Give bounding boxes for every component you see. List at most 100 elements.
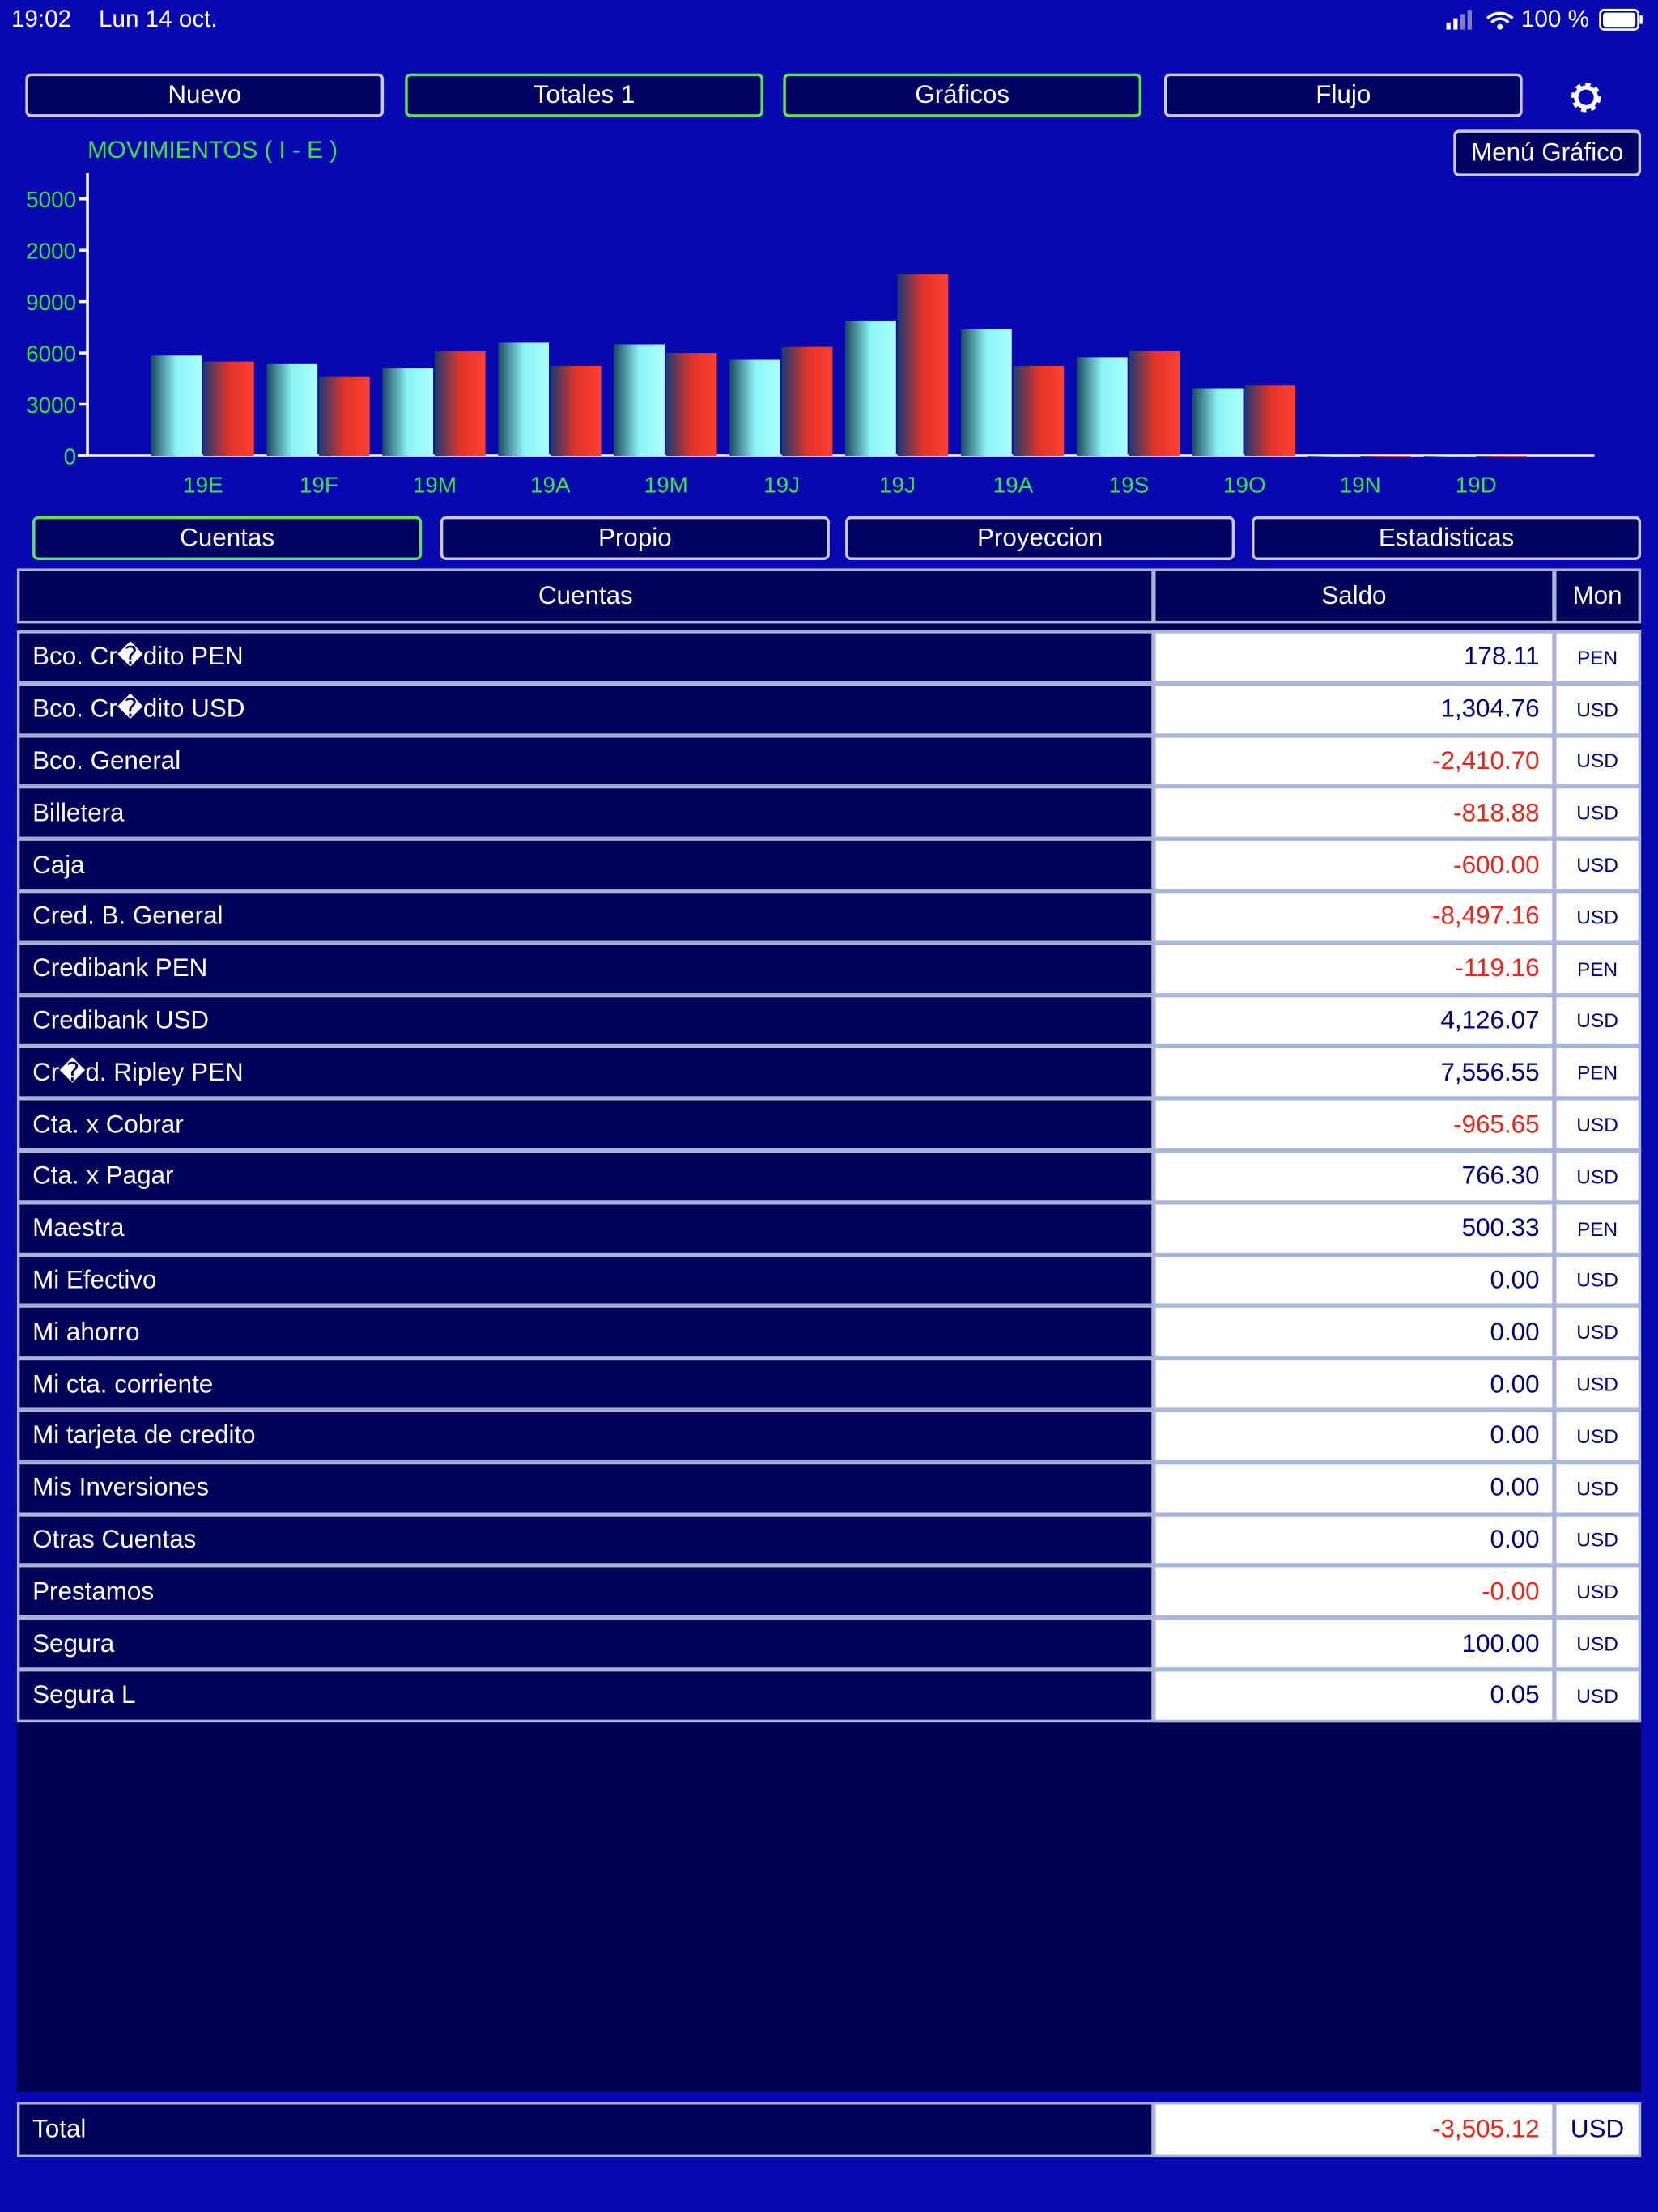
table-cell-saldo: -2,410.70 [1153,734,1555,788]
bar [1192,388,1244,456]
bar [1129,350,1180,456]
top-tab[interactable]: Totales 1 [405,73,763,117]
table-cell-saldo: 0.00 [1153,1305,1555,1359]
table-cell-name: Mi tarjeta de credito [16,1409,1154,1463]
x-tick-label: 19F [300,472,338,497]
x-tick-label: 19J [879,472,916,497]
table-cell-name: Cr�d. Ripley PEN [16,1046,1154,1100]
x-tick-label: 19O [1223,472,1266,497]
table-cell-name: Cred. B. General [16,889,1154,944]
sub-tab[interactable]: Proyeccion [845,516,1235,560]
bar [1076,357,1128,456]
table-cell-name: Bco. Cr�dito PEN [16,630,1154,684]
y-tick-label: 2000 [26,239,76,264]
table-cell-saldo: 0.05 [1153,1668,1555,1722]
sub-tab[interactable]: Propio [440,516,830,560]
table-cell-name: Bco. Cr�dito USD [16,682,1154,737]
sub-tab[interactable]: Estadisticas [1252,516,1642,560]
bar [318,376,370,456]
table-cell-name: Mis Inversiones [16,1461,1154,1515]
y-tick-label: 6000 [26,342,76,367]
bar [665,353,717,456]
table-cell-saldo: 1,304.76 [1153,682,1555,737]
top-tab[interactable]: Nuevo [25,73,385,117]
table-cell-mon: USD [1554,1409,1642,1463]
table-cell-saldo: 500.33 [1153,1201,1555,1255]
table-cell-saldo: 7,556.55 [1153,1046,1555,1100]
y-tick-label: 0 [64,444,77,469]
table-cell-saldo: -119.16 [1153,941,1555,996]
chart: MOVIMIENTOS ( I - E ) 0 3000 6000 9000 2000 5… [26,137,1595,497]
table-cell-name: Otras Cuentas [16,1513,1154,1567]
table-cell-mon: PEN [1554,1046,1642,1100]
table-cell-name: Mi ahorro [16,1305,1154,1359]
table-cell-mon: PEN [1554,630,1642,684]
table-header: Saldo [1153,568,1555,624]
bar [1476,455,1527,457]
table-cell-name: Credibank PEN [16,941,1154,996]
chart-menu-button[interactable]: Menú Gráfico [1453,129,1642,176]
table-cell-name: Segura L [16,1668,1154,1722]
table-header: Mon [1554,568,1642,624]
table-cell-name: Maestra [16,1201,1154,1255]
settings-icon[interactable] [1567,78,1606,117]
x-tick-label: 19N [1340,472,1381,497]
table-cell-saldo: -965.65 [1153,1098,1555,1152]
bar [434,350,486,456]
table-cell-saldo: -8,497.16 [1153,889,1555,944]
battery-label: 100 % [1520,5,1589,33]
total-value: -3,505.12 [1153,2102,1555,2158]
top-tab[interactable]: Flujo [1163,73,1523,117]
table-cell-name: Mi cta. corriente [16,1357,1154,1411]
table-cell-name: Cta. x Cobrar [16,1098,1154,1152]
bar [614,344,665,456]
table-cell-mon: USD [1554,786,1642,840]
x-tick-label: 19E [183,472,223,497]
table-cell-name: Segura [16,1616,1154,1671]
y-tick-label: 5000 [26,187,76,212]
x-tick-label: 19D [1456,472,1497,497]
table-cell-saldo: 100.00 [1153,1616,1555,1671]
table-cell-mon: USD [1554,1357,1642,1411]
bar [1307,455,1359,457]
total-label: Total [16,2102,1154,2158]
table-cell-mon: USD [1554,1253,1642,1307]
table-cell-name: Credibank USD [16,994,1154,1047]
status-icons [1446,8,1643,31]
bar [1013,365,1065,456]
table-cell-name: Mi Efectivo [16,1253,1154,1307]
table-cell-saldo: 766.30 [1153,1149,1555,1204]
table-cell-mon: USD [1554,1305,1642,1359]
table-cell-mon: USD [1554,1513,1642,1567]
bar [897,274,949,456]
table-cell-mon: USD [1554,838,1642,892]
x-tick-label: 19M [413,472,457,497]
chart-title: MOVIMIENTOS ( I - E ) [87,137,338,163]
table-cell-mon: USD [1554,1461,1642,1515]
y-tick-label: 3000 [26,393,76,418]
bar [498,342,550,456]
table-cell-mon: USD [1554,734,1642,788]
sub-tab[interactable]: Cuentas [32,516,423,560]
table-cell-mon: USD [1554,1616,1642,1671]
table-cell-saldo: 0.00 [1153,1513,1555,1567]
bar [1360,455,1411,457]
bar [729,359,780,456]
table-cell-saldo: 4,126.07 [1153,994,1555,1047]
bar [781,346,833,456]
table-cell-mon: USD [1554,1149,1642,1204]
table-header: Cuentas [16,568,1154,624]
table-cell-mon: USD [1554,1668,1642,1722]
top-tab[interactable]: Gráficos [783,73,1142,117]
bar [1423,455,1475,457]
table-cell-mon: PEN [1554,1201,1642,1255]
table-cell-mon: USD [1554,994,1642,1047]
table-cell-saldo: 178.11 [1153,630,1555,684]
table-cell-name: Billetera [16,786,1154,840]
table-cell-saldo: 0.00 [1153,1357,1555,1411]
table-cell-name: Caja [16,838,1154,892]
status-date: Lun 14 oct. [99,5,218,33]
table-cell-name: Cta. x Pagar [16,1149,1154,1204]
table-cell-mon: USD [1554,1565,1642,1619]
